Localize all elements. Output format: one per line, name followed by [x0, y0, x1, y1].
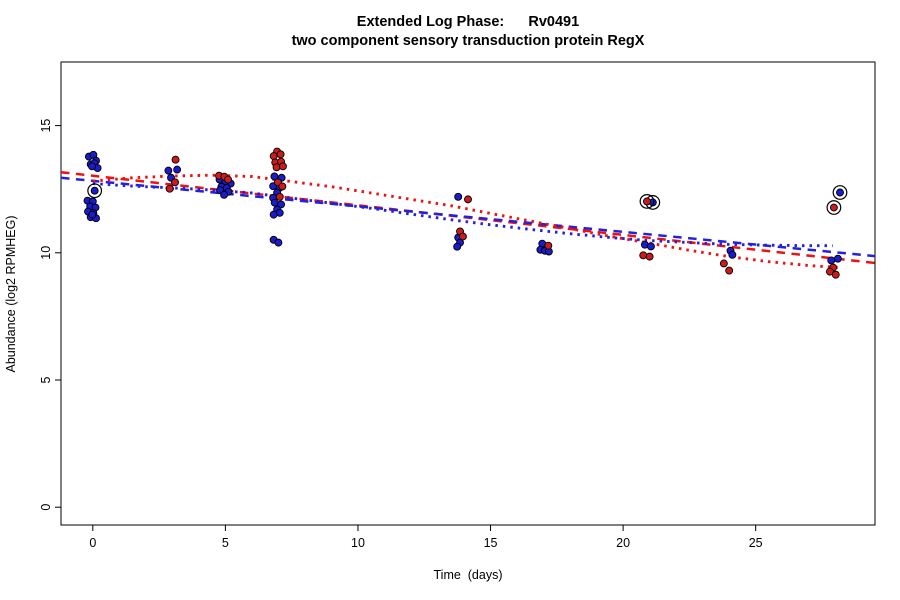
- red-point: [645, 252, 654, 261]
- blue-point: [647, 242, 655, 251]
- blue-point: [274, 238, 283, 247]
- red-point: [725, 266, 734, 275]
- red-point: [165, 184, 174, 193]
- red-point: [464, 195, 472, 204]
- blue-linear-fit: [60, 176, 876, 258]
- red-point: [276, 150, 285, 159]
- y-axis-title: Abundance (log2 RPMHEG): [4, 215, 18, 372]
- red-point: [272, 163, 281, 172]
- blue-circled-point: [90, 186, 99, 195]
- plot-title: Extended Log Phase: Rv0491: [357, 14, 579, 30]
- blue-point: [88, 210, 97, 219]
- x-axis-title: Time (days): [434, 568, 503, 582]
- blue-point: [454, 192, 463, 201]
- red-point: [459, 232, 467, 241]
- highlight-ring: [832, 185, 848, 200]
- red-point: [719, 259, 728, 268]
- plot-box: [60, 61, 876, 526]
- red-point: [831, 270, 840, 279]
- red-point: [639, 251, 648, 260]
- x-tick-label: 15: [484, 536, 498, 550]
- red-point: [171, 155, 180, 164]
- blue-point: [277, 200, 286, 209]
- x-tick-label: 20: [616, 536, 630, 550]
- blue-circled-point: [836, 188, 844, 197]
- x-tick-label: 5: [222, 536, 229, 550]
- x-tick-label: 0: [89, 536, 96, 550]
- red-point: [171, 178, 179, 187]
- red-point: [269, 152, 278, 161]
- x-tick-label: 25: [749, 536, 763, 550]
- blue-point: [220, 190, 229, 199]
- plot-subtitle: two component sensory transduction prote…: [292, 33, 645, 49]
- red-point: [544, 241, 553, 250]
- blue-point: [164, 166, 173, 175]
- red-circled-point: [643, 197, 651, 206]
- highlight-ring: [639, 194, 655, 209]
- blue-point: [173, 165, 182, 174]
- red-point: [224, 175, 232, 184]
- blue-point: [827, 256, 836, 265]
- blue-point: [833, 254, 842, 263]
- blue-point: [88, 162, 96, 171]
- blue-point: [453, 242, 462, 251]
- y-tick-label: 0: [39, 504, 53, 511]
- red-circled-point: [829, 203, 838, 212]
- plot-contents: 0 5 10 15 20 25 0 5 10 15: [39, 119, 876, 550]
- highlight-ring: [87, 183, 103, 199]
- blue-point: [269, 210, 278, 219]
- highlight-ring: [826, 200, 842, 215]
- blue-point: [270, 198, 279, 207]
- y-tick-label: 15: [39, 119, 53, 133]
- y-tick-label: 10: [39, 246, 53, 260]
- red-point: [275, 192, 284, 201]
- blue-point: [728, 250, 737, 259]
- red-point: [278, 182, 287, 191]
- red-point: [278, 162, 287, 171]
- y-tick-label: 5: [39, 376, 53, 383]
- x-tick-label: 10: [351, 536, 365, 550]
